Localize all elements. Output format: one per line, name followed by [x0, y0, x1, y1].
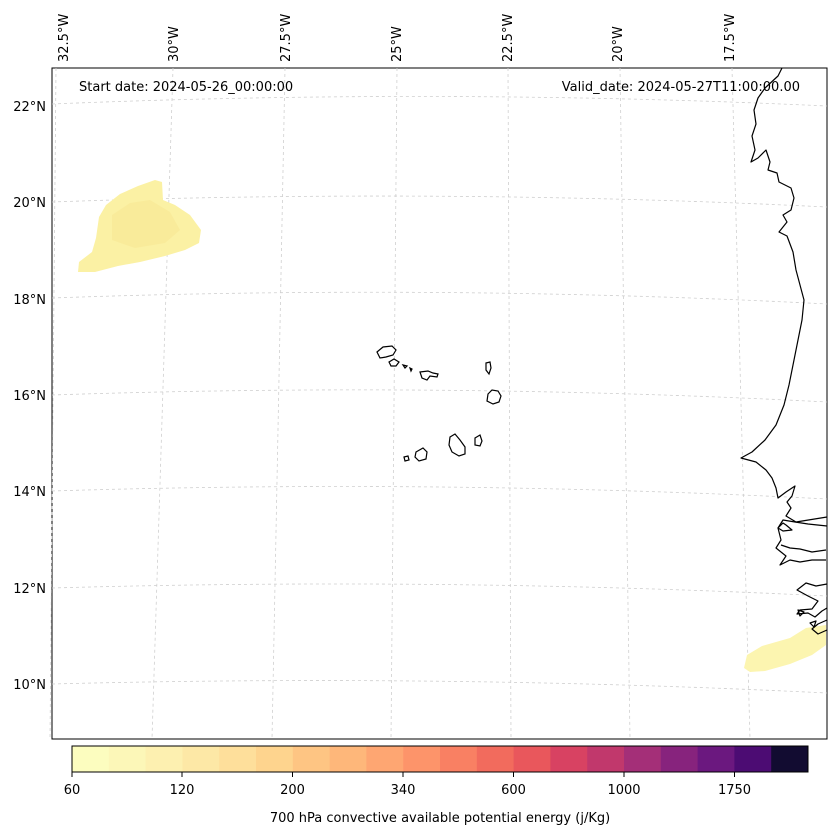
colorbar-swatch: [476, 746, 514, 772]
colorbar-swatch: [624, 746, 662, 772]
island-sao-vicente: [388, 358, 400, 367]
lat-label-14n: 14°N: [13, 485, 46, 500]
map-frame: [51, 67, 828, 740]
lat-label-12n: 12°N: [13, 582, 46, 597]
lon-label-25w: 25°W: [390, 26, 405, 62]
lat-label-10n: 10°N: [13, 678, 46, 693]
colorbar-label: 700 hPa convective available potential e…: [270, 811, 610, 826]
lon-label-27-5w: 27.5°W: [279, 14, 294, 62]
colorbar-swatch: [513, 746, 551, 772]
colorbar-swatch: [329, 746, 367, 772]
island-santo-antao: [376, 345, 397, 359]
colorbar-swatch: [440, 746, 478, 772]
colorbar-swatch: [219, 746, 257, 772]
longitude-labels: 32.5°W 30°W 27.5°W 25°W 22.5°W 20°W 17.5…: [57, 14, 738, 62]
colorbar-outline: [71, 745, 809, 773]
africa-coastline: [740, 67, 828, 523]
lon-label-32-5w: 32.5°W: [57, 14, 72, 62]
colorbar-swatch: [108, 746, 146, 772]
colorbar-ticks: [71, 772, 735, 777]
colorbar-swatch: [145, 746, 183, 772]
coastline: [740, 67, 828, 635]
senegal-river-edge: [777, 522, 793, 532]
island-sao-nicolau: [419, 370, 439, 381]
colorbar-tick-340: 340: [391, 783, 416, 798]
colorbar-swatch: [72, 746, 110, 772]
colorbar-swatch: [292, 746, 330, 772]
gambia-edge: [780, 544, 827, 553]
colorbar-tick-1000: 1000: [607, 783, 640, 798]
colorbar-swatch: [660, 746, 698, 772]
africa-coastline-south: [775, 519, 828, 635]
lon-label-30w: 30°W: [167, 26, 182, 62]
colorbar-swatch: [734, 746, 772, 772]
graticule: [49, 67, 828, 740]
colorbar-swatch: [697, 746, 735, 772]
cape-areas: [78, 180, 826, 672]
colorbar-swatch: [403, 746, 441, 772]
island-brava: [403, 455, 410, 462]
island-sal: [485, 361, 492, 376]
colorbar-swatch: [182, 746, 220, 772]
lon-label-20w: 20°W: [611, 26, 626, 62]
colorbar-swatch: [550, 746, 588, 772]
lon-label-17-5w: 17.5°W: [723, 14, 738, 62]
island-branco: [408, 366, 413, 373]
cape-area-northwest-core: [112, 200, 180, 248]
colorbar-swatch: [771, 746, 809, 772]
colorbar-tick-60: 60: [64, 783, 81, 798]
lat-label-22n: 22°N: [13, 100, 46, 115]
coastline-bijagos: [797, 609, 817, 628]
colorbar-swatches: [72, 746, 809, 772]
island-santa-luzia: [401, 364, 409, 369]
island-maio: [474, 434, 483, 447]
colorbar-tick-600: 600: [501, 783, 526, 798]
lat-label-18n: 18°N: [13, 293, 46, 308]
colorbar-tick-200: 200: [280, 783, 305, 798]
colorbar-tick-labels: 60 120 200 340 600 1000 1750: [64, 783, 751, 798]
lat-label-20n: 20°N: [13, 196, 46, 211]
lat-label-16n: 16°N: [13, 389, 46, 404]
colorbar-swatch: [366, 746, 404, 772]
colorbar: 60 120 200 340 600 1000 1750 700 hPa con…: [64, 745, 809, 826]
colorbar-tick-120: 120: [170, 783, 195, 798]
colorbar-swatch: [587, 746, 625, 772]
latitude-labels: 22°N 20°N 18°N 16°N 14°N 12°N 10°N: [13, 100, 46, 693]
island-santiago: [448, 433, 466, 457]
cape-verde-islands: [376, 345, 502, 462]
colorbar-swatch: [256, 746, 294, 772]
lon-label-22-5w: 22.5°W: [501, 14, 516, 62]
valid-date-label: Valid_date: 2024-05-27T11:00:00.00: [562, 80, 800, 95]
cape-area-southeast: [744, 625, 826, 672]
island-boa-vista: [486, 389, 502, 405]
start-date-label: Start date: 2024-05-26_00:00:00: [79, 80, 293, 95]
colorbar-tick-1750: 1750: [718, 783, 751, 798]
island-fogo: [414, 447, 428, 462]
